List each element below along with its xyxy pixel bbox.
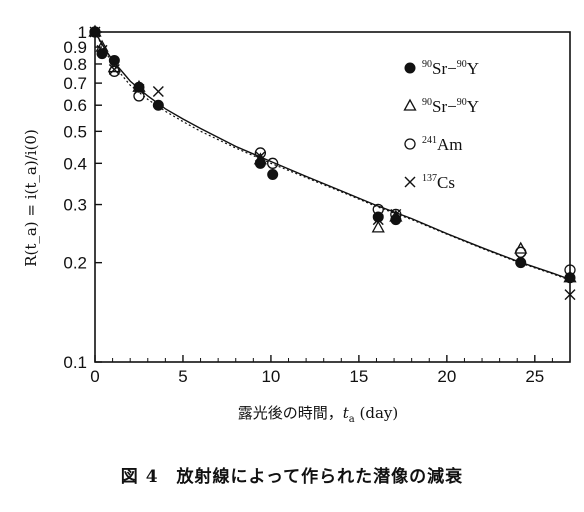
data-point-cross: [390, 208, 402, 220]
data-point-cross: [89, 26, 101, 38]
cross-stroke: [89, 26, 101, 38]
y-tick-label: 0.7: [63, 74, 87, 93]
data-point-filled-circle: [267, 168, 279, 180]
y-tick-label: 0.3: [63, 196, 87, 215]
legend-marker-filled-circle: [404, 62, 416, 74]
data-point-open-triangle: [514, 241, 528, 254]
plot-frame: [94, 31, 571, 363]
cross-stroke: [108, 63, 120, 75]
cross-stroke: [564, 289, 576, 301]
cross-stroke: [515, 253, 527, 265]
x-tick-label: 0: [90, 367, 99, 386]
data-point-cross: [152, 86, 164, 98]
y-tick-label: 0.9: [63, 38, 87, 57]
y-tick-label: 1: [78, 23, 87, 42]
fit-curves: [94, 31, 571, 281]
data-point-filled-circle: [152, 99, 164, 111]
data-point-open-circle: [564, 264, 576, 276]
cross-stroke: [390, 208, 402, 220]
legend-entry-label: 241Am: [422, 135, 463, 154]
data-point-cross: [372, 214, 384, 226]
legend-entry-label: 137Cs: [422, 173, 455, 192]
legend-marker-open-circle: [404, 138, 416, 150]
figure-caption: 図 4 放射線によって作られた潜像の減衰: [120, 467, 464, 487]
data-point-open-triangle: [563, 270, 577, 283]
y-tick-label: 0.2: [63, 254, 87, 273]
legend-entry-label: 90Sr−90Y: [422, 97, 479, 116]
data-point-cross: [133, 83, 145, 95]
data-point-open-triangle: [88, 24, 102, 37]
cross-stroke: [254, 150, 266, 162]
decay-chart: 0 5 10 15 20 25 0.1 0.2 0.3 0.4 0.5 0.6 0.70.80.91 9…: [22, 23, 577, 425]
data-point-open-circle: [254, 147, 267, 159]
y-tick-label: 0.6: [63, 96, 87, 115]
legend-marker-cross: [404, 176, 416, 188]
data-point-open-circle: [89, 26, 101, 38]
y-tick-label: 0.8: [63, 55, 87, 74]
x-tick-label: 15: [349, 367, 368, 386]
cross-stroke: [96, 44, 108, 56]
data-point-cross: [564, 289, 576, 301]
x-tick-label: 5: [178, 367, 187, 386]
data-point-open-circle: [267, 157, 279, 169]
data-point-open-circle: [390, 208, 402, 221]
data-point-cross: [108, 63, 120, 75]
cross-stroke: [372, 214, 384, 226]
y-tick-label: 0.4: [63, 154, 87, 173]
legend: 90Sr−90Y 90Sr−90Y 241Am 137Cs: [403, 59, 479, 192]
cross-stroke: [152, 86, 164, 98]
cross-stroke: [133, 83, 145, 95]
x-tick-label: 25: [525, 367, 544, 386]
x-tick-label: 10: [261, 367, 280, 386]
fit-curve-solid: [94, 31, 571, 281]
plot-area-border: [94, 31, 571, 363]
data-point-open-circle: [372, 203, 384, 216]
axis-ticks: 0 5 10 15 20 25 0.1 0.2 0.3 0.4 0.5 0.6 0.70.80.91: [63, 23, 553, 386]
y-axis-label: R(t_a) = i(t_a)/i(0): [22, 129, 40, 267]
data-point-open-triangle: [389, 209, 403, 222]
legend-entry-label: 90Sr−90Y: [422, 59, 479, 78]
y-tick-label: 0.1: [63, 353, 87, 372]
data-point-open-circle: [133, 90, 145, 102]
fit-curve-dotted: [94, 31, 571, 281]
legend-marker-open-triangle: [403, 98, 417, 111]
data-point-open-triangle: [371, 220, 385, 233]
x-axis-label: 露光後の時間，ta (day): [238, 404, 399, 425]
cross-stroke: [404, 176, 416, 188]
data-point-cross: [254, 150, 266, 162]
data-point-cross: [515, 253, 527, 265]
data-point-open-circle: [515, 246, 527, 258]
x-tick-label: 20: [437, 367, 456, 386]
data-points: [88, 24, 577, 301]
y-tick-label: 0.5: [63, 122, 87, 141]
data-point-cross: [96, 44, 108, 56]
data-point-open-circle: [108, 65, 121, 77]
